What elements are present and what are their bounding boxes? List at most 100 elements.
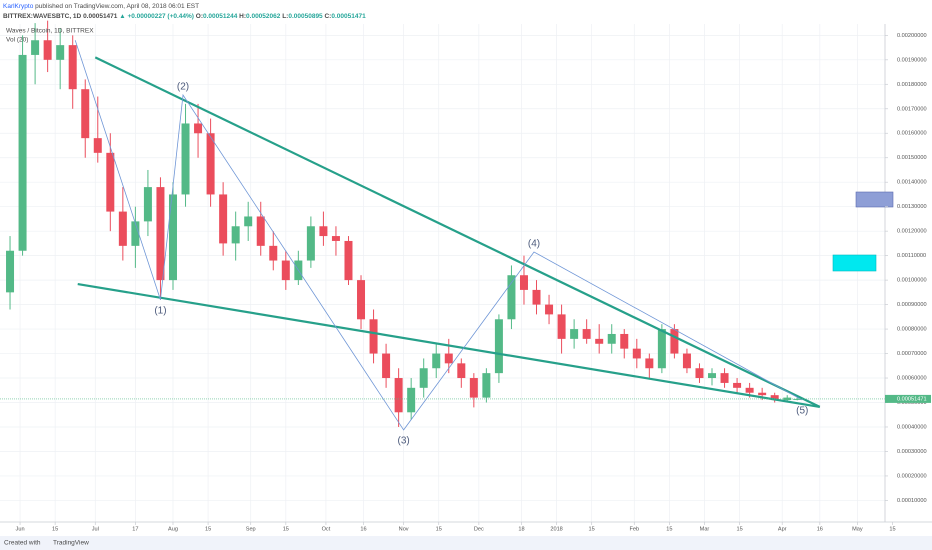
candle-body [131,221,140,246]
x-tick-label: Mar [700,526,710,532]
candle-body [181,123,190,195]
candle-body [457,363,466,379]
y-tick-label: 0.00050000 [897,400,927,406]
candle-body [632,348,641,359]
y-tick-label: 0.00060000 [897,376,927,382]
candle-body [657,329,666,369]
y-tick-label: 0.00140000 [897,180,927,186]
y-tick-label: 0.00100000 [897,278,927,284]
candle-body [519,275,528,290]
candle-body [244,216,253,227]
y-tick-label: 0.00130000 [897,204,927,210]
candle-body [444,353,453,364]
wave-label: (4) [528,239,540,250]
candle-body [93,138,102,153]
x-tick-label: 16 [360,526,366,532]
ohlc-label: H: [239,13,246,20]
ohlc-value: 0.00050895 [288,13,323,20]
candle-body [31,40,40,55]
legend-title: Waves / Bitcoin, 1D, BITTREX [6,28,94,35]
ohlc-label: C: [324,13,331,20]
candle-body [745,387,754,393]
candle-body [783,397,792,401]
candle-body [507,275,516,320]
last-price-label: 0.00051471 [897,396,927,402]
candle-body [645,358,654,369]
candle-body [469,378,478,398]
x-tick-label: 15 [736,526,742,532]
x-tick-label: 15 [52,526,58,532]
published: published on TradingView.com, April 08, … [35,3,199,10]
candle-body [194,123,203,134]
author[interactable]: KarlKrypto [3,3,34,10]
candle-body [219,194,228,244]
wave-label: (1) [154,305,166,316]
candle-body [143,187,152,222]
y-tick-label: 0.00020000 [897,473,927,479]
last-price-tag [885,394,931,403]
candle-body [156,187,165,281]
candle-body [168,194,177,281]
x-tick-label: Dec [474,526,484,532]
y-tick-label: 0.00110000 [897,253,926,259]
plot-area: (1) (2) (3) (4) (5) [0,20,885,522]
symbol: BITTREX:WAVESBTC, 1D [3,13,82,20]
y-tick-label: 0.00160000 [897,131,927,137]
candle-body [720,373,729,383]
candle-body [231,226,240,244]
ohlc-value: 0.00052062 [246,13,281,20]
candle-body [695,368,704,379]
candle-body [6,250,15,293]
candle-body [206,133,215,195]
header-quote: BITTREX:WAVESBTC, 1D 0.00051471 ▲ +0.000… [3,13,366,20]
ohlc-value: 0.00051471 [331,13,366,20]
y-tick-label: 0.00200000 [897,33,927,39]
candle-body [319,226,328,237]
ohlc-label: L: [282,13,288,20]
candle-body [419,368,428,388]
x-tick-label: 15 [589,526,595,532]
trendline [77,282,820,408]
candle-body [269,245,278,261]
y-tick-label: 0.00090000 [897,302,927,308]
y-tick-label: 0.00190000 [897,57,927,63]
candle-body [306,226,315,261]
x-tick-label: Apr [778,526,787,532]
candle-body [43,40,52,60]
x-tick-label: May [852,526,863,532]
candle-body [68,45,77,90]
footer [0,536,932,550]
x-tick-label: 15 [436,526,442,532]
candle-body [670,329,679,354]
y-tick-label: 0.00180000 [897,82,927,88]
x-tick-label: Jul [92,526,99,532]
wave-label: (5) [796,406,808,417]
wave-line [74,40,803,431]
candle-body [56,45,65,60]
candle-body [331,236,340,241]
y-tick-label: 0.00120000 [897,229,927,235]
ohlc-value: 0.00051244 [203,13,238,20]
box-annotation [832,254,877,272]
candle-body [570,329,579,339]
x-tick-label: Aug [168,526,178,532]
last-price: 0.00051471 [83,13,118,20]
legend-volume: Vol (20) [6,37,28,44]
x-tick-label: 17 [132,526,138,532]
x-tick-label: 15 [666,526,672,532]
candle-body [394,378,403,413]
x-tick-label: 18 [518,526,524,532]
footer-brand[interactable]: TradingView [53,540,89,547]
x-tick-label: 15 [283,526,289,532]
change: ▲ +0.00000227 (+0.44%) [119,13,194,20]
x-tick-label: 16 [817,526,823,532]
trendline [94,56,821,408]
wave-label: (2) [177,82,189,93]
candle-body [106,152,115,212]
candle-body [118,211,127,246]
x-tick-label: Nov [399,526,409,532]
y-tick-label: 0.00010000 [897,498,927,504]
footer-text: Created with [4,540,41,547]
candle-body [81,89,90,139]
